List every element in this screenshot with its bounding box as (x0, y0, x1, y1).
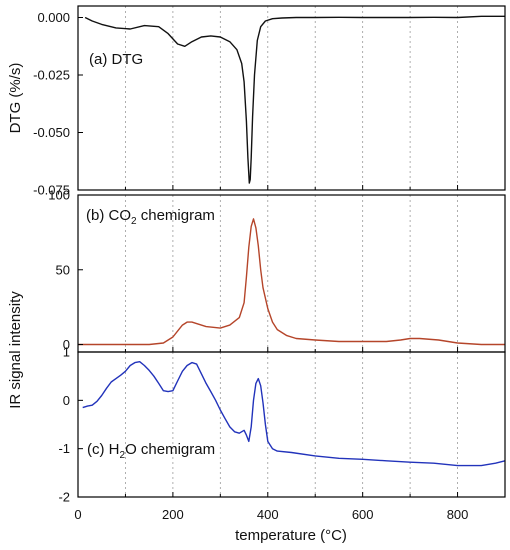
plot-frame-dtg (77, 5, 506, 191)
x-axis-title: temperature (°C) (235, 527, 347, 544)
x-tick-label-600: 600 (352, 507, 374, 522)
y-tick-label-h2o-0: 1 (63, 345, 70, 360)
y-tick-label-co2-0: 0 (63, 337, 70, 352)
series-line-dtg (84, 15, 505, 184)
y-tick-label-dtg-0: 0.000 (37, 10, 70, 25)
y-tick-label-dtg-2: -0.050 (33, 125, 70, 140)
y-tick-label-co2-2: 100 (48, 188, 70, 203)
line-layer (78, 15, 506, 467)
x-tick-label-0: 0 (74, 507, 81, 522)
plot-frame-h2o (77, 351, 506, 498)
y-tick-label-dtg-1: -0.025 (33, 68, 70, 83)
y-tick-label-dtg-3: -0.075 (33, 183, 70, 198)
grid-layer (125, 6, 458, 497)
y-tick-label-h2o-1: 0 (63, 393, 70, 408)
y-tick-label-co2-1: 50 (56, 262, 70, 277)
x-tick-label-200: 200 (162, 507, 184, 522)
x-tick-label-400: 400 (257, 507, 279, 522)
panel-label-dtg: (a) DTG (89, 51, 143, 68)
series-line-co2 (78, 218, 505, 346)
y-tick-label-h2o-2: -1 (58, 441, 70, 456)
panel-label-co2: (b) CO2 chemigram (86, 207, 215, 227)
y-tick-label-h2o-3: -2 (58, 490, 70, 505)
x-tick-label-800: 800 (447, 507, 469, 522)
panel-label-h2o: (c) H2O chemigram (87, 441, 215, 461)
y-axis-title-dtg: DTG (%/s) (7, 63, 24, 134)
series-line-h2o (82, 361, 506, 467)
y-axis-title-ir: IR signal intensity (7, 291, 24, 409)
